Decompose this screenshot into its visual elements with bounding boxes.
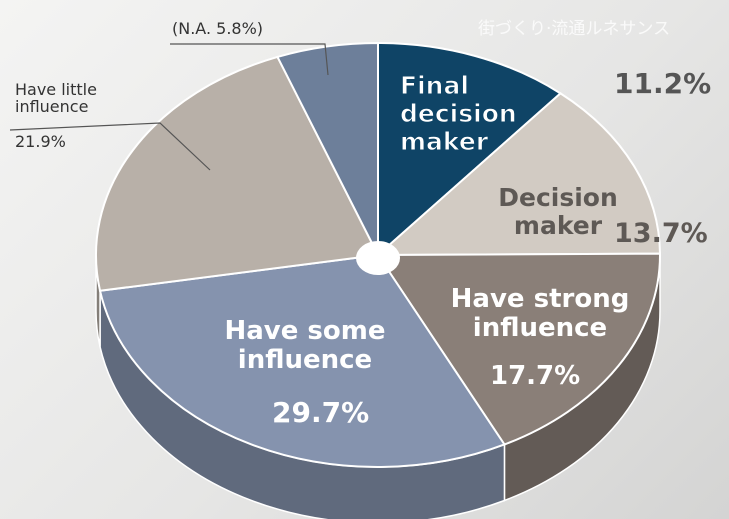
leader-line	[9, 122, 211, 171]
slice-label: Decision maker	[498, 183, 618, 240]
slice-label: Have little influence	[15, 80, 97, 116]
pie-slice	[375, 92, 662, 257]
value-label: 21.9%	[15, 132, 66, 151]
value-label: 11.2%	[614, 67, 712, 100]
slice-label: Final decision maker	[400, 71, 518, 156]
value-label: 13.7%	[614, 218, 708, 249]
pie-slice	[95, 55, 380, 292]
background-text: 街づくり·流通ルネサンス	[478, 19, 671, 39]
value-label: (N.A. 5.8%)	[172, 19, 264, 38]
pie-slice	[377, 41, 563, 258]
pie-slice	[376, 252, 661, 446]
pie-slice	[276, 41, 379, 256]
value-label: 17.7%	[490, 361, 581, 391]
value-label: 29.7%	[272, 396, 370, 429]
pie-tops	[95, 41, 662, 468]
slice-label: Have strong influence	[450, 284, 630, 344]
center-hole	[356, 241, 400, 275]
leader-line	[170, 43, 329, 76]
pie-slice	[98, 253, 506, 468]
slice-label: Have some influence	[224, 316, 386, 376]
